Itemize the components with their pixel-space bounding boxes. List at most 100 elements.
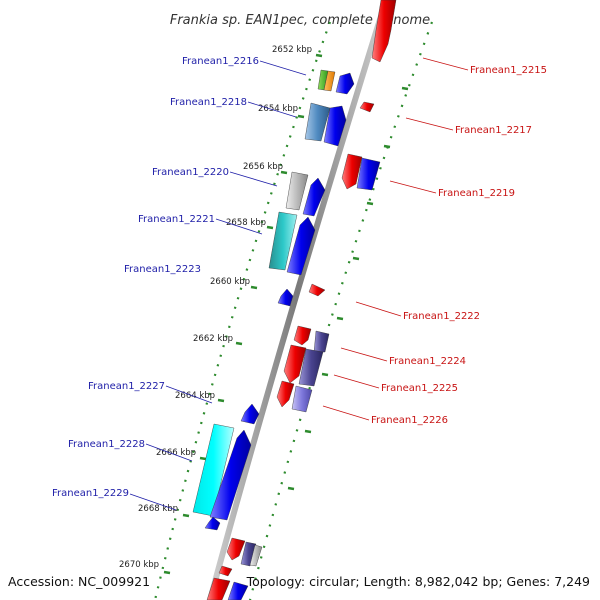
scale-label: 2666 kbp [156,448,196,458]
leader-line [247,101,297,118]
gene-arrow-2224b [313,330,330,353]
gene-arrow-2225b [298,348,324,387]
scale-tick [315,53,323,58]
gene-arrow-2229 [204,516,221,531]
scale-label: 2662 kbp [193,334,233,344]
gene-arrow-2223 [277,288,294,307]
gene-arrow-2227 [240,403,260,425]
outer-tick [366,201,374,206]
gene-features [192,0,397,600]
gene-arrow-bottom-d [218,565,233,577]
genome-summary-text: Topology: circular; Length: 8,982,042 bp… [246,574,590,589]
leader-line [333,374,380,389]
gene-arrow-2218a [304,102,331,142]
genome-backbone [207,0,389,600]
gene-arrow-2228b [209,429,252,521]
gene-arrow-2220b [302,177,326,217]
outer-tick [383,144,391,149]
gene-arrow-2221b [286,216,316,276]
outer-tick [336,316,344,321]
scale-labels: 2652 kbp 2654 kbp 2656 kbp 2658 kbp 2660… [119,45,312,570]
scale-tick [250,285,258,290]
left-label-lines [129,60,307,511]
gene-arrow-2217 [359,101,375,113]
gene-arrow-bottom-c [249,544,263,567]
gene-label: Franean1_2229 [52,488,129,499]
leader-line [229,171,278,187]
gene-label: Franean1_2226 [371,415,448,426]
gene-arrow-bottom-a [226,537,246,561]
gene-arrow-2226a [276,380,295,408]
gene-arrow-bottom-b [240,541,257,567]
gene-arrow-2219b [356,157,381,191]
outer-tick [304,429,312,434]
gene-label: Franean1_2227 [88,381,165,392]
scale-label: 2670 kbp [119,560,159,570]
gene-arrow-2215 [371,0,397,63]
gene-arrow-2220a [285,171,309,211]
scale-tick [297,114,305,119]
scale-tick [235,341,243,346]
leader-line [422,57,469,71]
leader-line [165,385,213,404]
leader-line [322,405,370,421]
gene-arrow-2218b [323,105,347,147]
gene-label: Franean1_2216 [182,56,259,67]
gene-label: Franean1_2223 [124,264,201,275]
leader-line [259,60,307,76]
gene-arrow-2225a [283,344,307,384]
gene-arrow-bottom-e [206,577,231,600]
gene-label: Franean1_2220 [152,167,229,178]
scale-label: 2652 kbp [272,45,312,55]
leader-line [389,180,437,194]
gene-label: Franean1_2219 [438,188,515,199]
leader-line [145,443,193,462]
scale-label: 2656 kbp [243,162,283,172]
gene-arrow-2224a [293,325,312,346]
inner-tick-ring [153,21,332,600]
gene-arrow-2221a [268,211,298,271]
leader-line [129,493,177,511]
map-title: Frankia sp. EAN1pec, complete genome [170,13,430,28]
gene-label: Franean1_2217 [455,125,532,136]
gene-label: Franean1_2225 [381,383,458,394]
gene-label: Franean1_2228 [68,439,145,450]
gene-label: Franean1_2215 [470,65,547,76]
scale-ticks [163,53,323,575]
gene-arrow-2222 [308,283,326,297]
gene-label: Franean1_2224 [389,356,466,367]
gene-label: Franean1_2218 [170,97,247,108]
scale-label: 2668 kbp [138,504,178,514]
gene-arrow-bottom-f [227,581,249,600]
outer-tick [401,86,409,91]
outer-tick [287,486,295,491]
gene-label: Franean1_2222 [403,311,480,322]
scale-label: 2654 kbp [258,104,298,114]
outer-ticks [287,86,409,491]
scale-label: 2660 kbp [210,277,250,287]
gene-arrow-2219a [341,153,363,190]
scale-tick [217,398,225,403]
right-gene-labels: Franean1_2215 Franean1_2217 Franean1_221… [371,65,547,426]
scale-tick [199,456,207,461]
gene-arrow-2226b [291,385,313,413]
accession-text: Accession: NC_009921 [8,574,150,589]
scale-label: 2664 kbp [175,391,215,401]
gene-label: Franean1_2221 [138,214,215,225]
leader-line [405,117,454,131]
left-gene-labels: Franean1_2216 Franean1_2218 Franean1_222… [52,56,259,499]
leader-line [215,218,263,235]
gene-arrow-2216c [335,72,355,95]
scale-label: 2658 kbp [226,218,266,228]
outer-tick [352,256,360,261]
scale-tick [266,225,274,230]
scale-tick [163,570,171,575]
scale-tick [280,170,288,175]
leader-line [340,347,388,362]
right-label-lines [322,57,469,421]
scale-tick [182,513,190,518]
outer-tick [321,372,329,377]
leader-line [355,301,402,317]
gene-arrow-2216b [323,70,336,92]
